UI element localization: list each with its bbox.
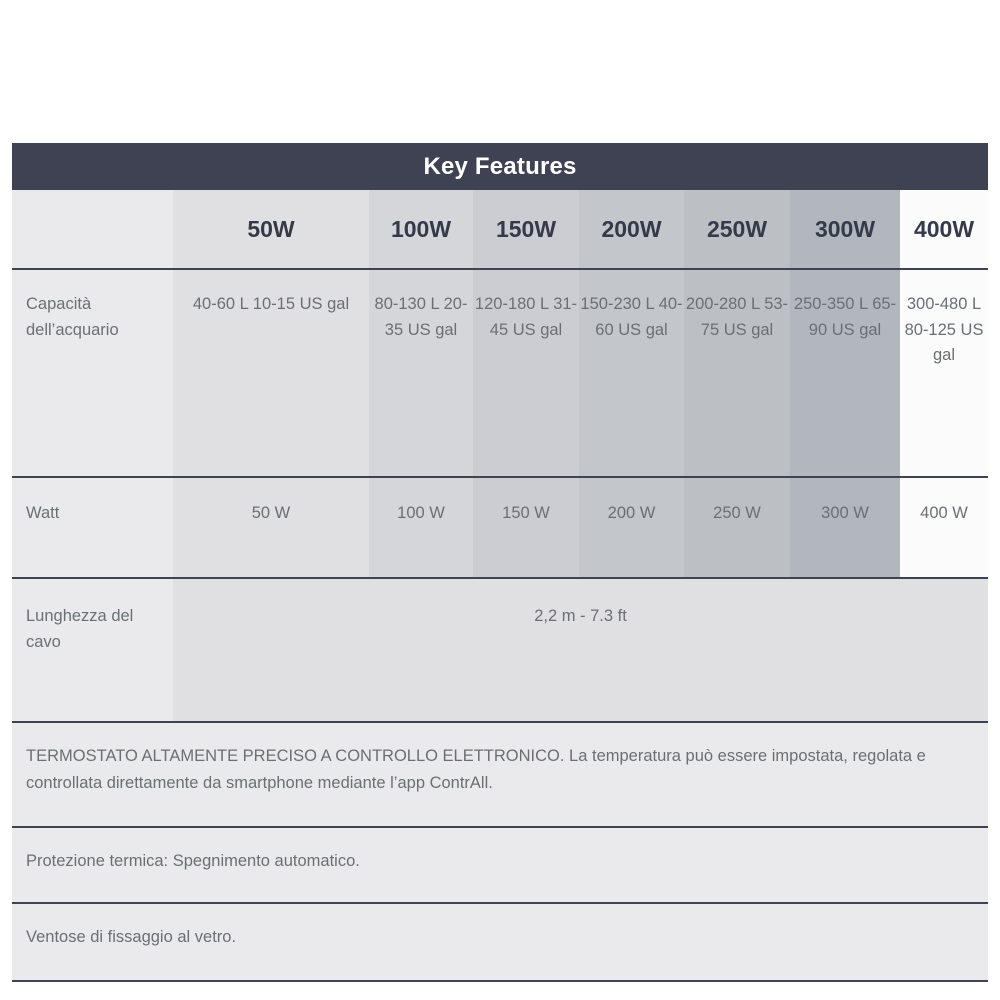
watt-50w: 50 W [173,477,369,579]
capacity-50w: 40-60 L 10-15 US gal [173,269,369,478]
capacity-300w: 250-350 L 65-90 US gal [790,269,900,478]
header-col-300w: 300W [790,190,900,270]
table-row-note-thermostat: TERMOSTATO ALTAMENTE PRECISO A CONTROLLO… [12,722,989,828]
power-header-row: 50W 100W 150W 200W 250W 300W 400W [12,190,989,270]
key-features-table: Key Features 50W 100W 150W 200W 250W 300… [12,143,989,982]
capacity-200w: 150-230 L 40-60 US gal [579,269,684,478]
capacity-250w: 200-280 L 53-75 US gal [684,269,790,478]
table-row-capacity: Capacità dell’acquario 40-60 L 10-15 US … [12,269,989,478]
watt-250w: 250 W [684,477,790,579]
watt-100w: 100 W [369,477,473,579]
header-col-200w: 200W [579,190,684,270]
note-suction-cups: Ventose di fissaggio al vetro. [12,903,989,982]
header-col-100w: 100W [369,190,473,270]
capacity-100w: 80-130 L 20-35 US gal [369,269,473,478]
capacity-400w: 300-480 L 80-125 US gal [900,269,989,478]
note-thermal-protection: Protezione termica: Spegnimento automati… [12,827,989,904]
table-banner-row: Key Features [12,143,989,190]
header-col-150w: 150W [473,190,579,270]
row-label-capacity: Capacità dell’acquario [12,269,173,478]
cable-length-value: 2,2 m - 7.3 ft [173,578,989,723]
banner-title: Key Features [12,143,989,190]
table-row-note-suction-cups: Ventose di fissaggio al vetro. [12,903,989,982]
watt-400w: 400 W [900,477,989,579]
watt-150w: 150 W [473,477,579,579]
capacity-150w: 120-180 L 31-45 US gal [473,269,579,478]
table-row-note-thermal-protection: Protezione termica: Spegnimento automati… [12,827,989,904]
row-label-watt: Watt [12,477,173,579]
table-row-watt: Watt 50 W 100 W 150 W 200 W 250 W 300 W … [12,477,989,579]
header-blank-cell [12,190,173,270]
header-col-50w: 50W [173,190,369,270]
row-label-cable-length: Lunghezza del cavo [12,578,173,723]
watt-300w: 300 W [790,477,900,579]
note-thermostat: TERMOSTATO ALTAMENTE PRECISO A CONTROLLO… [12,722,989,828]
header-col-250w: 250W [684,190,790,270]
watt-200w: 200 W [579,477,684,579]
header-col-400w: 400W [900,190,989,270]
table-row-cable-length: Lunghezza del cavo 2,2 m - 7.3 ft [12,578,989,723]
